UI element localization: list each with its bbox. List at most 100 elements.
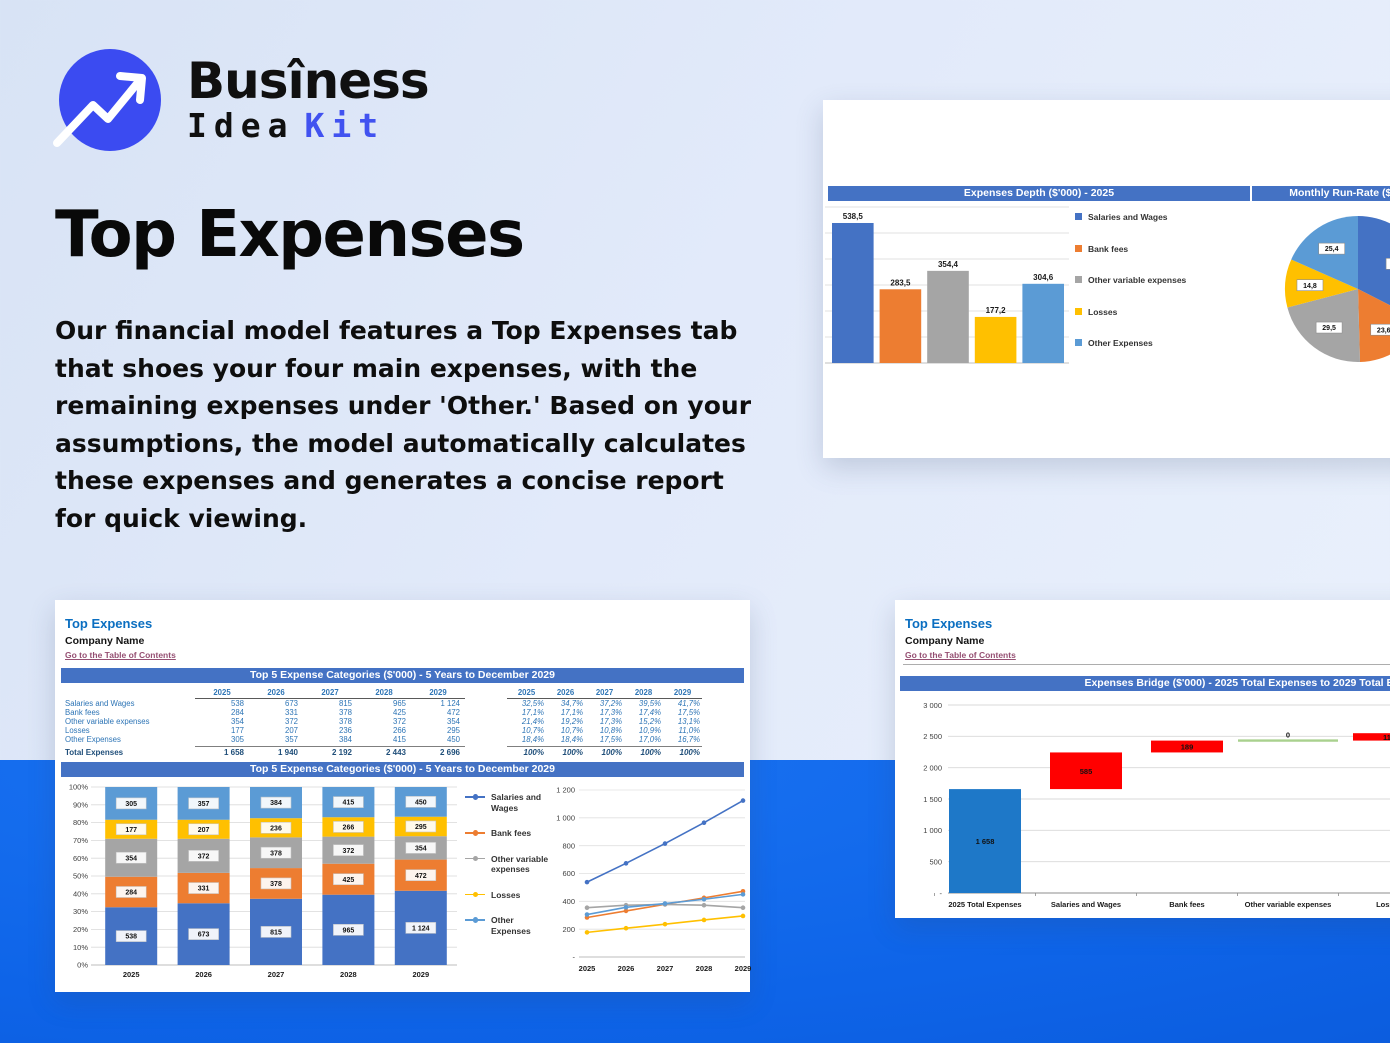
- value-cell: 673: [284, 699, 298, 708]
- value-cell: 378: [338, 717, 352, 726]
- legend-item: Bank fees: [465, 828, 549, 839]
- table-row: Other Expenses 305 357 384 415 450 18,4% 18,4% 1…: [65, 735, 737, 744]
- percent-cell: 2026: [546, 688, 585, 699]
- x-tick-label: Losses: [1376, 900, 1390, 909]
- segment-label-box: [260, 821, 292, 834]
- expenses-depth-bar-chart: 538,5 283,5 354,4 177,2 304,6: [825, 206, 1069, 364]
- x-tick-label: 2027: [268, 970, 285, 979]
- value-cell: 815: [338, 699, 352, 708]
- percent-cell: 17,3%: [599, 717, 622, 726]
- y-tick-label: 100%: [69, 783, 89, 792]
- percent-cell: 17,1%: [560, 708, 583, 717]
- legend-marker-icon: [1075, 339, 1082, 346]
- x-tick-label: Other variable expenses: [1245, 900, 1332, 909]
- x-tick-label: 2029: [735, 964, 752, 973]
- table-of-contents-link[interactable]: Go to the Table of Contents: [65, 650, 176, 660]
- value-cell: 425: [392, 708, 406, 717]
- value-cell: 450: [446, 735, 460, 744]
- value-cell: 2 696: [411, 746, 465, 757]
- y-tick-label: 1 200: [556, 786, 575, 795]
- y-tick-label: 40%: [73, 889, 88, 898]
- segment-value-label: 378: [270, 850, 282, 857]
- table-row: Bank fees 284 331 378 425 472 17,1% 17,1% 17,3% 1…: [65, 708, 737, 717]
- data-point-marker: [662, 921, 668, 927]
- data-point-marker: [584, 905, 590, 911]
- percent-cell: 17,3%: [599, 708, 622, 717]
- waterfall-total-bar: [949, 789, 1021, 893]
- percent-cell: 19,2%: [560, 717, 583, 726]
- value-cell: 1 940: [249, 746, 303, 757]
- segment-label-box: [405, 820, 437, 833]
- pie-label-box: [1296, 279, 1324, 291]
- pie-value-label: 29,5: [1322, 325, 1336, 332]
- value-cell: 357: [284, 735, 298, 744]
- table-year-header-row: 2025 2026 2027 2028 2029 2025 2026 2027 2028 2029: [65, 684, 737, 699]
- expenses-bridge-sheet-card: Top Expenses Company Name Go to the Tabl…: [895, 600, 1390, 918]
- legend-item: Other variable expenses: [465, 854, 549, 875]
- percent-cell: 18,4%: [560, 735, 583, 744]
- value-cell: 2 192: [303, 746, 357, 757]
- segment-value-label: 372: [343, 848, 355, 855]
- table-row: Salaries and Wages 538 673 815 965 1 124 32,5%…: [65, 699, 737, 708]
- bar-value-label: 354,4: [938, 260, 959, 269]
- legend-label: Bank fees: [1088, 243, 1129, 254]
- segment-value-label: 207: [198, 827, 210, 834]
- pie-label-box: [1370, 323, 1390, 336]
- pie-value-label: 25,4: [1325, 246, 1339, 253]
- percent-cell: 17,1%: [521, 708, 544, 717]
- segment-label-box: [260, 877, 292, 890]
- percent-cell: 15,2%: [638, 717, 661, 726]
- top5-line-chart: - 200 400 600 800 1 000 1 200 2025 2026 2027 2028 2…: [556, 786, 752, 973]
- percent-cell: 17,4%: [638, 708, 661, 717]
- percent-cell: 16,7%: [677, 735, 700, 744]
- stacked-chart-header: Top 5 Expense Categories ($'000) - 5 Yea…: [61, 762, 744, 777]
- percent-cell: 100%: [546, 746, 585, 757]
- value-cell: 354: [230, 717, 244, 726]
- legend-marker-icon: [1075, 213, 1082, 220]
- sheet-title: Top Expenses: [905, 616, 993, 631]
- table-of-contents-link[interactable]: Go to the Table of Contents: [905, 650, 1016, 660]
- x-tick-label: 2028: [696, 964, 713, 973]
- x-tick-label: 2025 Total Expenses: [948, 900, 1021, 909]
- data-point-marker: [623, 925, 629, 931]
- percent-cell: 100%: [663, 746, 702, 757]
- legend-label: Other Expenses: [1088, 338, 1153, 348]
- segment-label-box: [188, 882, 219, 894]
- bar-value-label: 538,5: [843, 212, 864, 221]
- bar-value-label: 118: [1383, 733, 1390, 742]
- pie-chart-title: Monthly Run-Rate ($'000): [1252, 186, 1390, 201]
- segment-label-box: [115, 930, 147, 942]
- value-cell: 472: [446, 708, 460, 717]
- y-tick-label: 1 000: [923, 826, 942, 835]
- value-cell: 2 443: [357, 746, 411, 757]
- bar: [832, 222, 874, 363]
- value-cell: 305: [230, 735, 244, 744]
- segment-value-label: 354: [415, 845, 427, 852]
- segment-label-box: [405, 869, 437, 881]
- y-tick-label: 80%: [73, 818, 88, 827]
- sheet-company: Company Name: [905, 635, 985, 647]
- legend-label: Losses: [491, 889, 521, 900]
- value-cell: 372: [284, 717, 298, 726]
- brand-kit: Kit: [304, 106, 386, 145]
- segment-value-label: 372: [198, 853, 210, 860]
- value-cell: 2029: [411, 688, 465, 699]
- value-cell: 266: [392, 726, 406, 735]
- y-tick-label: -: [940, 889, 943, 898]
- bar-value-label: 0: [1286, 731, 1290, 740]
- legend-marker-icon: [465, 915, 485, 925]
- y-tick-label: 50%: [73, 872, 88, 881]
- brand-name: Busîness: [187, 52, 430, 110]
- page-title: Top Expenses: [55, 198, 525, 272]
- x-tick-label: Salaries and Wages: [1051, 900, 1121, 909]
- segment-label-box: [115, 823, 147, 836]
- segment-label-box: [405, 922, 437, 934]
- segment-value-label: 538: [125, 934, 137, 941]
- percent-cell: 10,8%: [599, 726, 622, 735]
- percent-cell: 39,5%: [638, 699, 661, 708]
- x-tick-label: 2029: [412, 970, 429, 979]
- segment-value-label: 425: [343, 877, 355, 884]
- value-cell: 295: [446, 726, 460, 735]
- data-point-marker: [701, 820, 707, 826]
- bar-value-label: 177,2: [986, 306, 1007, 315]
